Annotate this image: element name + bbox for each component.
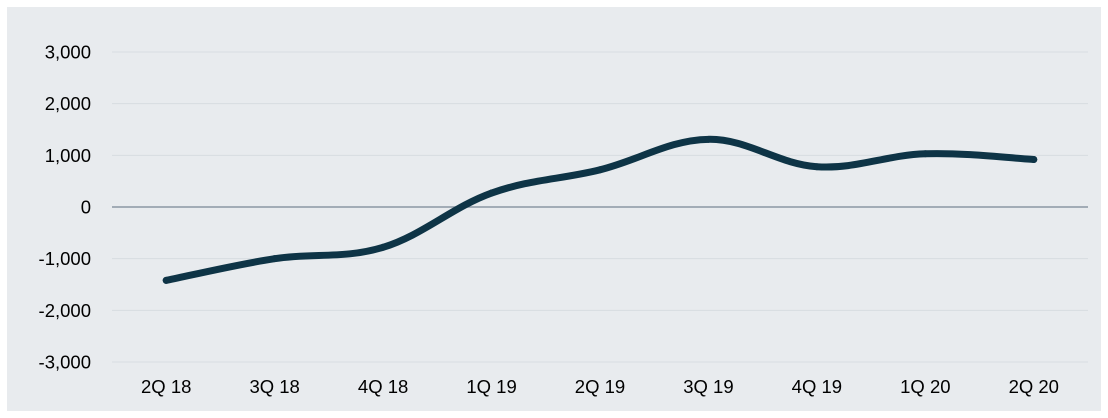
x-tick-label: 4Q 19 <box>792 376 842 397</box>
y-tick-label: -1,000 <box>39 248 91 269</box>
x-tick-label: 1Q 20 <box>900 376 950 397</box>
series-line <box>162 135 1038 284</box>
data-point <box>488 189 496 197</box>
data-point <box>271 255 279 263</box>
y-tick-label: 3,000 <box>45 42 91 63</box>
y-tick-label: -3,000 <box>39 352 91 373</box>
gridlines <box>112 51 1088 363</box>
x-axis-ticks: 2Q 18 3Q 18 4Q 18 1Q 19 2Q 19 3Q 19 4Q 19 1Q 20… <box>141 376 1059 397</box>
chart-panel <box>7 7 1101 411</box>
x-tick-label: 3Q 18 <box>249 376 299 397</box>
y-axis-ticks: 3,000 2,000 1,000 0 -1,000 -2,000 -3,000 <box>39 42 91 373</box>
x-tick-label: 2Q 19 <box>575 376 625 397</box>
x-tick-label: 3Q 19 <box>683 376 733 397</box>
data-point <box>379 243 387 251</box>
y-tick-label: 1,000 <box>45 145 91 166</box>
x-tick-label: 4Q 18 <box>358 376 408 397</box>
y-tick-label: 2,000 <box>45 93 91 114</box>
data-point <box>596 166 604 174</box>
x-tick-label: 2Q 18 <box>141 376 191 397</box>
y-tick-label: 0 <box>81 197 91 218</box>
series-layer <box>162 135 1038 284</box>
data-point <box>1030 155 1038 163</box>
data-point <box>704 135 712 143</box>
data-point <box>162 276 170 284</box>
data-point <box>921 150 929 158</box>
y-tick-label: -2,000 <box>39 300 91 321</box>
x-tick-label: 1Q 19 <box>466 376 516 397</box>
data-point <box>813 163 821 171</box>
x-tick-label: 2Q 20 <box>1009 376 1059 397</box>
